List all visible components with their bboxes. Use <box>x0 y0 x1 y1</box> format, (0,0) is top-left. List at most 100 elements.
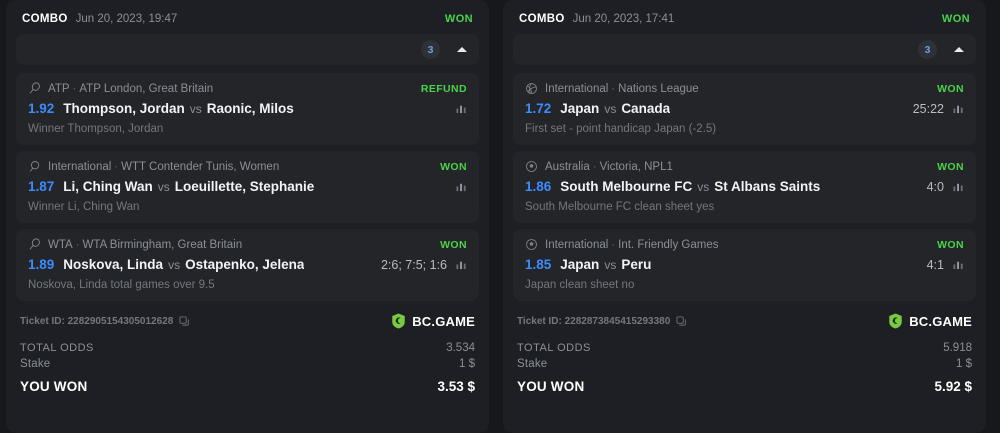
ticket-footer: Ticket ID: 2282873845415293380 BC.GAME T… <box>513 310 976 396</box>
ticket-id-label: Ticket ID: 2282905154305012628 <box>20 315 174 327</box>
selection-result-badge: WON <box>440 160 467 173</box>
selection-count-badge: 3 <box>918 40 937 59</box>
ticket-date: Jun 20, 2023, 19:47 <box>75 13 178 25</box>
selection-result-badge: WON <box>937 238 964 251</box>
selection-count-bar[interactable]: 3 <box>513 34 976 65</box>
selection-count-badge: 3 <box>421 40 440 59</box>
selection-match-row: 1.85 Japan vs Peru 4:1 <box>525 257 964 272</box>
stake-label: Stake <box>517 358 548 370</box>
selection-league-row: WTA · WTA Birmingham, Great Britain WON <box>28 238 467 251</box>
total-odds-row: TOTAL ODDS 5.918 <box>517 340 972 356</box>
selection-odds: 1.87 <box>28 179 55 194</box>
payout-value: 3.53 $ <box>437 379 475 394</box>
selection-row[interactable]: Australia · Victoria, NPL1 WON 1.86 South … <box>513 151 976 223</box>
chevron-up-icon[interactable] <box>457 47 467 52</box>
ticket-type-label: COMBO <box>519 13 565 25</box>
stats-bars-icon[interactable] <box>953 181 964 192</box>
brand-logo: BC.GAME <box>888 313 972 329</box>
football-icon <box>526 161 537 172</box>
selection-league-row: International · Nations League WON <box>525 82 964 95</box>
selection-teams: Thompson, Jordan vs Raonic, Milos <box>63 101 294 116</box>
payout-value: 5.92 $ <box>934 379 972 394</box>
selection-league-row: International · Int. Friendly Games WON <box>525 238 964 251</box>
selection-teams: Japan vs Peru <box>560 257 652 272</box>
selection-teams: South Melbourne FC vs St Albans Saints <box>560 179 821 194</box>
brand-name: BC.GAME <box>412 313 475 329</box>
ticket-status-badge: WON <box>941 13 970 25</box>
stake-label: Stake <box>20 358 51 370</box>
stake-row: Stake 1 $ <box>20 356 475 372</box>
selection-score-area <box>437 181 467 192</box>
bet-ticket-card[interactable]: COMBO Jun 20, 2023, 19:47 WON 3 ATP · ATP … <box>6 0 489 433</box>
total-odds-value: 5.918 <box>943 342 972 354</box>
stake-value: 1 $ <box>956 358 972 370</box>
payout-row: YOU WON 3.53 $ <box>20 377 475 396</box>
selections-list: ATP · ATP London, Great Britain REFUND 1.9… <box>16 73 479 301</box>
stake-row: Stake 1 $ <box>517 356 972 372</box>
stats-bars-icon[interactable] <box>953 259 964 270</box>
stats-bars-icon[interactable] <box>456 259 467 270</box>
chevron-up-icon[interactable] <box>954 47 964 52</box>
ticket-footer: Ticket ID: 2282905154305012628 BC.GAME T… <box>16 310 479 396</box>
copy-icon[interactable] <box>676 315 687 327</box>
selection-market: Winner Thompson, Jordan <box>28 123 164 135</box>
selection-odds: 1.72 <box>525 101 552 116</box>
selection-teams: Li, Ching Wan vs Loeuillette, Stephanie <box>63 179 315 194</box>
selection-row[interactable]: ATP · ATP London, Great Britain REFUND 1.9… <box>16 73 479 145</box>
selection-league-row: International · WTT Contender Tunis, Women… <box>28 160 467 173</box>
selection-match-row: 1.86 South Melbourne FC vs St Albans Saint… <box>525 179 964 194</box>
ticket-header: COMBO Jun 20, 2023, 19:47 WON <box>16 8 479 34</box>
brand-logo: BC.GAME <box>391 313 475 329</box>
selection-odds: 1.86 <box>525 179 552 194</box>
selection-market: First set - point handicap Japan (-2.5) <box>525 123 717 135</box>
bet-ticket-card[interactable]: COMBO Jun 20, 2023, 17:41 WON 3 Internat… <box>503 0 986 433</box>
selection-score-area: 4:1 <box>917 258 964 272</box>
selection-row[interactable]: International · Int. Friendly Games WON 1.… <box>513 229 976 301</box>
selection-league-label: International · Nations League <box>545 82 699 95</box>
stats-bars-icon[interactable] <box>456 103 467 114</box>
selection-match-row: 1.87 Li, Ching Wan vs Loeuillette, Stephan… <box>28 179 467 194</box>
payout-label: YOU WON <box>517 379 585 394</box>
bcgame-logo-icon <box>889 313 902 329</box>
selection-market: Noskova, Linda total games over 9.5 <box>28 279 215 291</box>
selection-odds: 1.85 <box>525 257 552 272</box>
copy-icon[interactable] <box>179 315 190 327</box>
selection-market: Winner Li, Ching Wan <box>28 201 140 213</box>
selection-row[interactable]: WTA · WTA Birmingham, Great Britain WON 1.… <box>16 229 479 301</box>
table-tennis-icon <box>29 160 40 172</box>
ticket-header: COMBO Jun 20, 2023, 17:41 WON <box>513 8 976 34</box>
selection-league-label: WTA · WTA Birmingham, Great Britain <box>48 238 243 251</box>
selection-result-badge: WON <box>440 238 467 251</box>
selection-match-row: 1.92 Thompson, Jordan vs Raonic, Milos <box>28 101 467 116</box>
selection-league-row: Australia · Victoria, NPL1 WON <box>525 160 964 173</box>
selection-score-area <box>437 103 467 114</box>
selection-odds: 1.89 <box>28 257 55 272</box>
selections-list: International · Nations League WON 1.72 Ja… <box>513 73 976 301</box>
total-odds-value: 3.534 <box>446 342 475 354</box>
selection-score-area: 4:0 <box>917 180 964 194</box>
selection-result-badge: REFUND <box>420 82 467 95</box>
selection-league-label: International · Int. Friendly Games <box>545 238 719 251</box>
stats-bars-icon[interactable] <box>953 103 964 114</box>
selection-match-row: 1.89 Noskova, Linda vs Ostapenko, Jelena 2… <box>28 257 467 272</box>
selection-result-badge: WON <box>937 160 964 173</box>
bcgame-logo-icon <box>392 313 405 329</box>
volleyball-icon <box>526 83 537 94</box>
selection-match-row: 1.72 Japan vs Canada 25:22 <box>525 101 964 116</box>
tennis-racket-icon <box>29 82 40 94</box>
stats-bars-icon[interactable] <box>456 181 467 192</box>
selection-row[interactable]: International · WTT Contender Tunis, Women… <box>16 151 479 223</box>
total-odds-label: TOTAL ODDS <box>20 342 94 354</box>
tennis-racket-icon <box>29 238 40 250</box>
total-odds-row: TOTAL ODDS 3.534 <box>20 340 475 356</box>
stake-value: 1 $ <box>459 358 475 370</box>
selection-score: 4:0 <box>926 179 944 194</box>
selection-league-label: Australia · Victoria, NPL1 <box>545 160 673 173</box>
ticket-id-row: Ticket ID: 2282905154305012628 BC.GAME <box>20 310 475 340</box>
selection-score-area: 25:22 <box>903 102 964 116</box>
selection-count-bar[interactable]: 3 <box>16 34 479 65</box>
selection-teams: Noskova, Linda vs Ostapenko, Jelena <box>63 257 305 272</box>
selection-row[interactable]: International · Nations League WON 1.72 Ja… <box>513 73 976 145</box>
selection-score: 2:6; 7:5; 1:6 <box>380 257 447 272</box>
selection-league-label: ATP · ATP London, Great Britain <box>48 82 214 95</box>
